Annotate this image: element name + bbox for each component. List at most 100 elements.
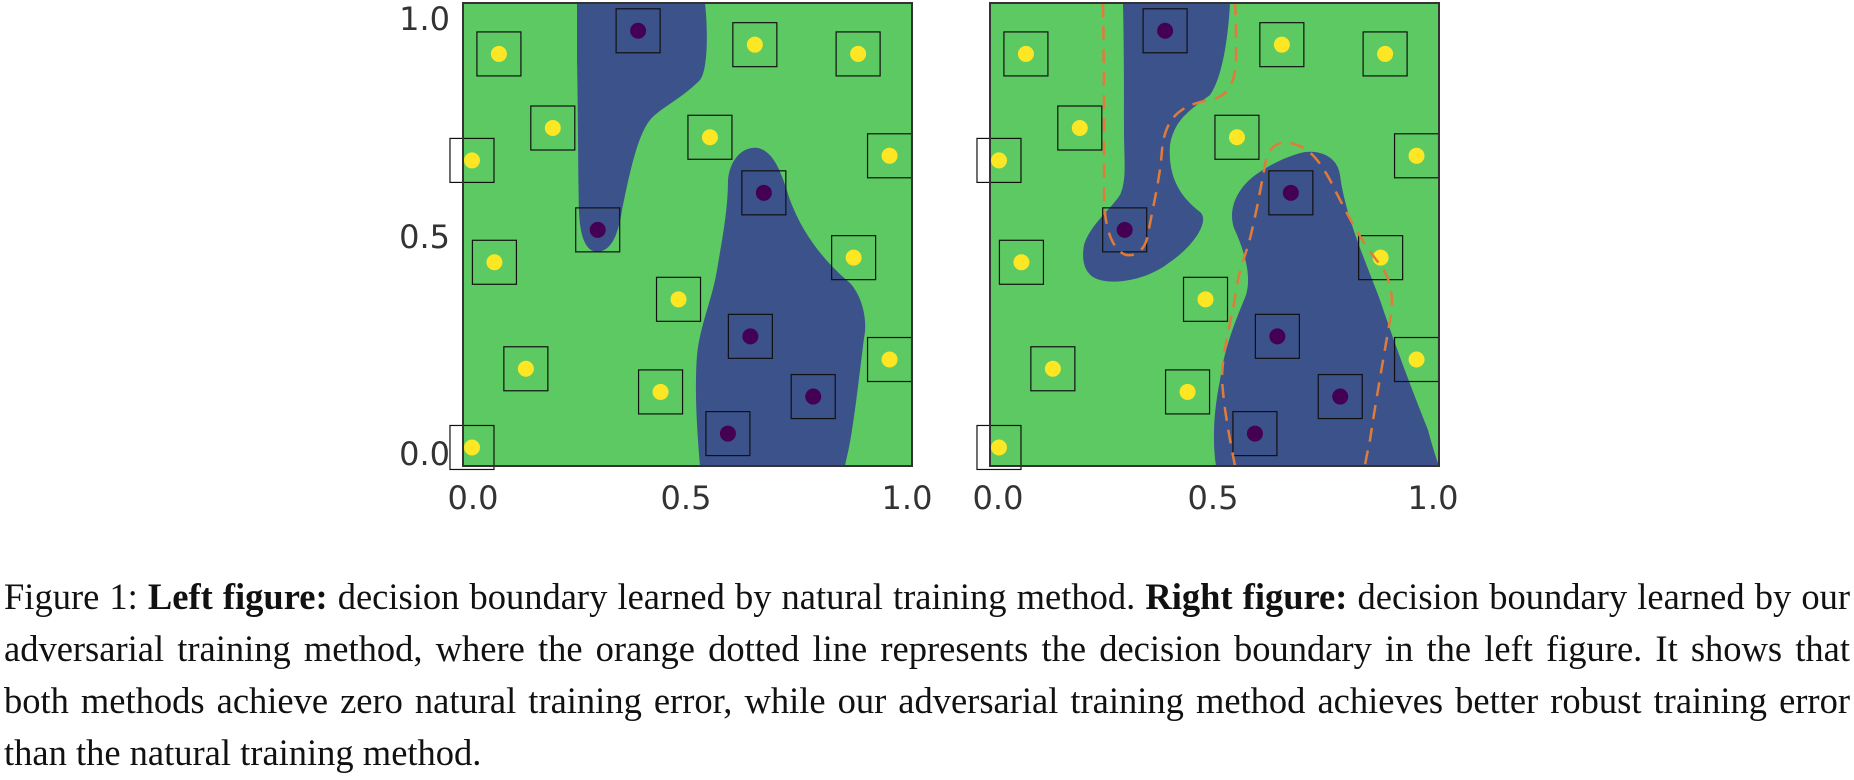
left-y-tick-1: 1.0 [399, 0, 450, 38]
right-yellow-point-box-10 [1362, 31, 1408, 77]
right-yellow-point-0 [1017, 45, 1034, 62]
left-yellow-point-5 [670, 291, 687, 308]
right-purple-point-3 [1269, 328, 1286, 345]
left-upper-blue-region [577, 3, 707, 252]
caption-left-heading: Left figure: [147, 576, 328, 617]
left-purple-point-box-5 [705, 410, 751, 457]
left-yellow-point-4 [517, 360, 534, 377]
right-yellow-point-9 [1273, 36, 1290, 53]
right-upper-blue-region [1083, 3, 1230, 282]
left-yellow-point-1 [544, 120, 561, 137]
left-purple-point-2 [755, 184, 772, 201]
left-decision-regions [577, 3, 866, 466]
left-y-tick-labels: 1.0 0.5 0.0 [399, 0, 450, 473]
left-plot [449, 2, 913, 471]
figure-caption: Figure 1: Left figure: decision boundary… [4, 571, 1850, 779]
left-yellow-point-box-3 [471, 239, 518, 285]
left-yellow-point-box-12 [831, 235, 877, 281]
left-y-tick-0: 0.0 [399, 435, 450, 473]
right-purple-point-box-0 [1142, 8, 1188, 54]
right-yellow-point-2 [990, 152, 1007, 169]
left-lower-blue-region [695, 147, 866, 466]
right-yellow-point-box-2 [976, 137, 1022, 184]
right-x-tick-0: 0.0 [973, 479, 1024, 517]
left-yellow-point-0 [490, 45, 507, 62]
right-yellow-point-box-5 [1182, 276, 1229, 322]
right-yellow-point-box-9 [1259, 22, 1305, 68]
right-yellow-point-11 [1408, 147, 1425, 164]
right-yellow-point-box-6 [1164, 369, 1211, 415]
caption-label: Figure 1: [4, 576, 148, 617]
left-x-tick-0: 0.0 [448, 479, 499, 517]
right-purple-point-0 [1157, 22, 1174, 39]
right-purple-point-box-3 [1254, 313, 1300, 359]
left-yellow-point-13 [881, 351, 898, 368]
left-plot-frame [462, 2, 913, 467]
left-boundary-orange-dashed-line-lower [1220, 141, 1394, 466]
right-plot [976, 2, 1440, 471]
left-yellow-point-box-4 [503, 346, 549, 392]
left-purple-point-1 [589, 221, 606, 238]
left-yellow-point-8 [701, 129, 718, 146]
left-purple-point-box-1 [575, 207, 621, 253]
left-yellow-point-12 [845, 249, 862, 266]
left-purple-point-box-0 [615, 8, 661, 54]
left-boundary-orange-dashed-line-upper [1101, 3, 1238, 257]
right-purple-point-box-5 [1232, 410, 1278, 457]
right-lower-blue-region [1213, 151, 1439, 466]
right-purple-point-1 [1116, 221, 1133, 238]
right-decision-regions [1083, 3, 1439, 466]
right-points [990, 22, 1425, 456]
left-yellow-point-box-6 [637, 369, 684, 415]
left-yellow-point-box-7 [449, 424, 495, 471]
right-yellow-point-box-4 [1030, 346, 1076, 392]
right-yellow-point-10 [1377, 45, 1394, 62]
left-yellow-point-7 [463, 439, 480, 456]
left-purple-point-4 [805, 388, 822, 405]
right-yellow-point-5 [1197, 291, 1214, 308]
right-yellow-point-6 [1179, 383, 1196, 400]
left-yellow-point-box-0 [476, 31, 522, 77]
right-purple-point-box-1 [1102, 207, 1148, 253]
left-purple-point-box-3 [727, 313, 773, 359]
left-yellow-point-11 [881, 147, 898, 164]
right-purple-point-box-4 [1317, 373, 1363, 420]
right-boxes [976, 8, 1440, 471]
right-purple-point-box-2 [1268, 170, 1314, 216]
left-yellow-point-box-8 [687, 114, 733, 160]
right-yellow-point-4 [1044, 360, 1061, 377]
right-plot-frame [989, 2, 1440, 467]
left-yellow-point-9 [746, 36, 763, 53]
figure: 1.0 0.5 0.0 0.0 0.5 1.0 0.0 0.5 1.0 [399, 0, 1459, 517]
right-yellow-point-box-0 [1003, 31, 1049, 77]
right-yellow-point-box-7 [976, 424, 1022, 471]
right-purple-point-2 [1282, 184, 1299, 201]
left-x-tick-1: 1.0 [882, 479, 933, 517]
right-yellow-point-1 [1071, 120, 1088, 137]
left-yellow-point-3 [486, 254, 503, 271]
right-yellow-point-box-8 [1214, 114, 1260, 160]
right-x-tick-1: 1.0 [1408, 479, 1459, 517]
left-boxes [449, 8, 913, 471]
left-yellow-point-box-5 [655, 276, 702, 322]
right-yellow-point-7 [990, 439, 1007, 456]
left-yellow-point-10 [850, 45, 867, 62]
caption-right-text: decision boundary learned by our adversa… [4, 576, 1851, 773]
left-x-tick-labels: 0.0 0.5 1.0 [448, 479, 933, 517]
right-yellow-point-box-1 [1057, 105, 1103, 151]
left-yellow-point-box-1 [530, 105, 576, 151]
right-x-tick-05: 0.5 [1188, 479, 1239, 517]
caption-left-text: decision boundary learned by natural tra… [327, 576, 1146, 617]
left-purple-point-5 [719, 425, 736, 442]
right-purple-point-5 [1246, 425, 1263, 442]
left-points [463, 22, 898, 456]
right-purple-point-4 [1332, 388, 1349, 405]
right-yellow-point-box-3 [998, 239, 1045, 285]
left-purple-point-box-2 [741, 170, 787, 216]
right-yellow-point-3 [1013, 254, 1030, 271]
left-yellow-point-box-9 [732, 22, 778, 68]
right-x-tick-labels: 0.0 0.5 1.0 [973, 479, 1459, 517]
left-y-tick-05: 0.5 [399, 218, 450, 256]
left-purple-point-0 [630, 22, 647, 39]
left-yellow-point-box-10 [835, 31, 881, 77]
